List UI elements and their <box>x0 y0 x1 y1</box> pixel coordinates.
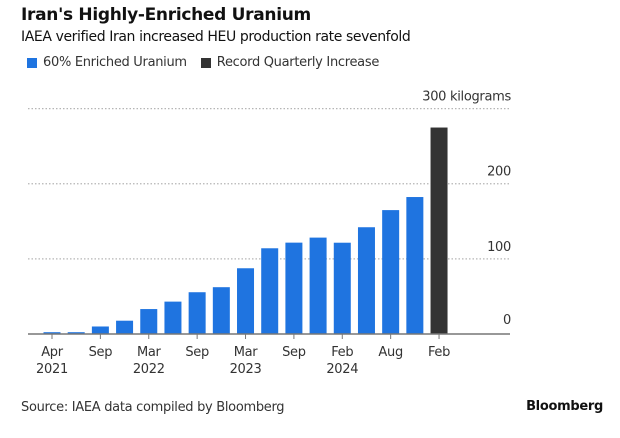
x-tick-year: 2022 <box>133 362 165 377</box>
chart-subtitle: IAEA verified Iran increased HEU product… <box>21 29 411 45</box>
legend-item-record: Record Quarterly Increase <box>200 55 380 70</box>
bar-enriched <box>164 301 182 334</box>
x-tick-month: Mar <box>234 345 259 360</box>
bar-enriched <box>67 332 85 334</box>
legend-label: 60% Enriched Uranium <box>43 55 187 70</box>
y-tick-label: 200 <box>487 165 511 180</box>
x-tick-month: Mar <box>137 345 162 360</box>
x-tick-month: Apr <box>41 345 64 360</box>
legend-label: Record Quarterly Increase <box>216 55 380 70</box>
bar-enriched <box>212 287 230 334</box>
x-tick-year: 2023 <box>230 362 262 377</box>
x-tick-month: Feb <box>428 345 450 360</box>
chart-title: Iran's Highly-Enriched Uranium <box>21 5 311 25</box>
bar-enriched <box>91 326 109 334</box>
x-tick-month: Feb <box>331 345 353 360</box>
legend-swatch-blue <box>27 57 37 68</box>
x-tick-month: Sep <box>282 345 306 360</box>
y-tick-label: 0 <box>503 313 511 328</box>
bar-record <box>430 127 448 334</box>
bar-enriched <box>116 320 134 334</box>
legend-item-enriched: 60% Enriched Uranium <box>27 55 187 70</box>
bar-enriched <box>261 248 279 334</box>
x-tick-month: Sep <box>89 345 113 360</box>
legend-swatch-dark <box>200 57 211 68</box>
bar-enriched <box>140 309 158 334</box>
source-note: Source: IAEA data compiled by Bloomberg <box>21 400 285 415</box>
bar-enriched <box>406 197 424 334</box>
legend: 60% Enriched Uranium Record Quarterly In… <box>27 55 379 70</box>
bar-enriched <box>333 242 351 334</box>
bar-enriched <box>357 227 375 334</box>
bar-enriched <box>309 237 327 334</box>
x-tick-month: Sep <box>185 345 209 360</box>
bar-enriched <box>43 332 61 334</box>
bloomberg-logo: Bloomberg <box>526 399 603 414</box>
y-tick-label: 100 <box>487 240 511 255</box>
bar-enriched <box>382 210 400 334</box>
bar-enriched <box>285 242 303 334</box>
x-tick-year: 2024 <box>326 362 358 377</box>
bar-enriched <box>188 292 206 334</box>
x-tick-month: Aug <box>378 345 403 360</box>
bar-enriched <box>237 268 255 334</box>
y-tick-label: 300 kilograms <box>422 90 511 105</box>
x-tick-year: 2021 <box>36 362 68 377</box>
